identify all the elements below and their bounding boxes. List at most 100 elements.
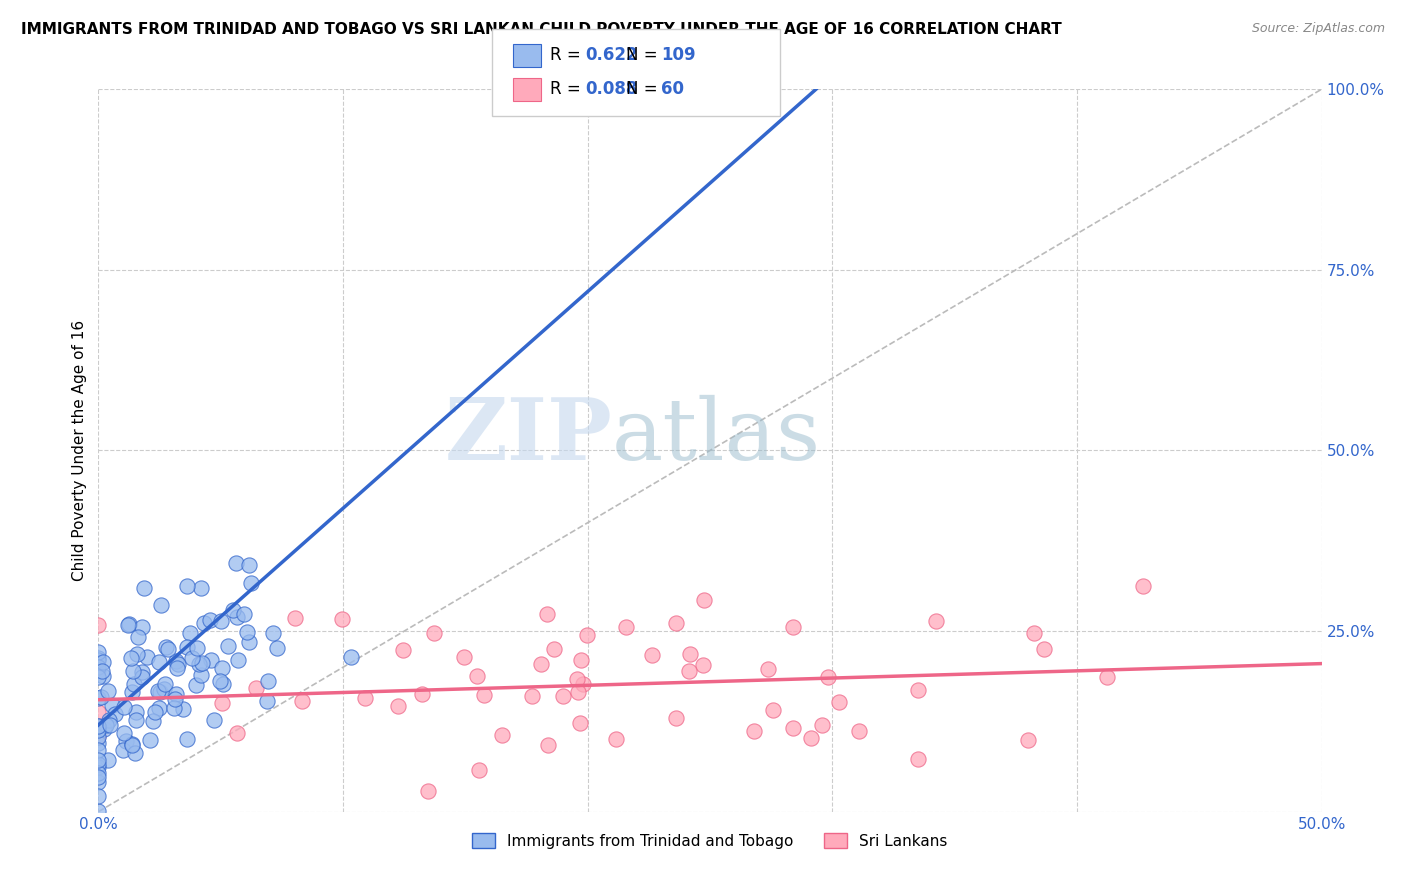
- Point: [179, 626, 201, 640]
- Point: [87, 760, 110, 774]
- Point: [165, 654, 187, 668]
- Point: [762, 703, 785, 717]
- Point: [166, 661, 188, 675]
- Point: [530, 657, 553, 672]
- Point: [87, 729, 110, 743]
- Point: [149, 598, 172, 612]
- Point: [1095, 670, 1118, 684]
- Point: [565, 672, 588, 686]
- Point: [163, 700, 186, 714]
- Point: [181, 650, 204, 665]
- Point: [184, 678, 207, 692]
- Point: [90, 690, 112, 704]
- Point: [240, 576, 263, 591]
- Point: [87, 753, 110, 767]
- Point: [543, 642, 565, 657]
- Point: [90, 665, 112, 679]
- Point: [491, 728, 513, 742]
- Point: [143, 705, 166, 719]
- Point: [225, 556, 247, 570]
- Point: [551, 690, 574, 704]
- Point: [186, 640, 208, 655]
- Point: [756, 662, 779, 676]
- Point: [217, 639, 239, 653]
- Point: [1017, 733, 1039, 747]
- Point: [104, 707, 127, 722]
- Text: N =: N =: [626, 80, 662, 98]
- Point: [176, 640, 198, 654]
- Point: [149, 685, 172, 699]
- Y-axis label: Child Poverty Under the Age of 16: Child Poverty Under the Age of 16: [72, 320, 87, 581]
- Point: [176, 731, 198, 746]
- Point: [87, 743, 110, 757]
- Point: [131, 670, 153, 684]
- Point: [138, 733, 160, 747]
- Point: [536, 607, 558, 621]
- Point: [520, 689, 543, 703]
- Point: [782, 721, 804, 735]
- Point: [118, 617, 141, 632]
- Point: [136, 650, 159, 665]
- Point: [87, 691, 110, 706]
- Point: [190, 657, 212, 671]
- Point: [165, 687, 187, 701]
- Point: [125, 714, 148, 728]
- Point: [222, 603, 245, 617]
- Point: [453, 650, 475, 665]
- Point: [97, 753, 120, 767]
- Point: [226, 726, 249, 740]
- Text: R =: R =: [550, 80, 586, 98]
- Point: [571, 677, 593, 691]
- Point: [225, 610, 247, 624]
- Point: [87, 645, 110, 659]
- Point: [112, 725, 135, 739]
- Point: [87, 670, 110, 684]
- Point: [148, 655, 170, 669]
- Point: [536, 738, 558, 752]
- Point: [664, 615, 686, 630]
- Point: [132, 582, 155, 596]
- Point: [87, 766, 110, 780]
- Point: [291, 694, 314, 708]
- Point: [211, 660, 233, 674]
- Point: [120, 651, 142, 665]
- Point: [198, 613, 221, 627]
- Point: [87, 789, 110, 803]
- Point: [87, 718, 110, 732]
- Point: [679, 647, 702, 661]
- Point: [91, 655, 114, 669]
- Text: R =: R =: [550, 46, 586, 64]
- Point: [101, 698, 124, 713]
- Point: [782, 620, 804, 634]
- Point: [190, 581, 212, 595]
- Point: [423, 625, 446, 640]
- Point: [693, 592, 716, 607]
- Point: [678, 664, 700, 678]
- Point: [567, 685, 589, 699]
- Point: [226, 653, 249, 667]
- Point: [208, 674, 231, 689]
- Point: [115, 734, 138, 748]
- Point: [848, 723, 870, 738]
- Text: IMMIGRANTS FROM TRINIDAD AND TOBAGO VS SRI LANKAN CHILD POVERTY UNDER THE AGE OF: IMMIGRANTS FROM TRINIDAD AND TOBAGO VS S…: [21, 22, 1062, 37]
- Text: 0.088: 0.088: [585, 80, 637, 98]
- Point: [387, 698, 409, 713]
- Point: [87, 723, 110, 737]
- Point: [131, 665, 153, 679]
- Text: N =: N =: [626, 46, 662, 64]
- Point: [172, 702, 194, 716]
- Point: [354, 691, 377, 706]
- Point: [742, 724, 765, 739]
- Point: [1132, 579, 1154, 593]
- Point: [256, 694, 278, 708]
- Point: [87, 723, 110, 738]
- Point: [614, 620, 637, 634]
- Point: [87, 736, 110, 750]
- Point: [465, 669, 488, 683]
- Point: [87, 756, 110, 771]
- Point: [87, 663, 110, 677]
- Point: [811, 717, 834, 731]
- Point: [245, 681, 267, 695]
- Point: [167, 657, 190, 671]
- Point: [817, 670, 839, 684]
